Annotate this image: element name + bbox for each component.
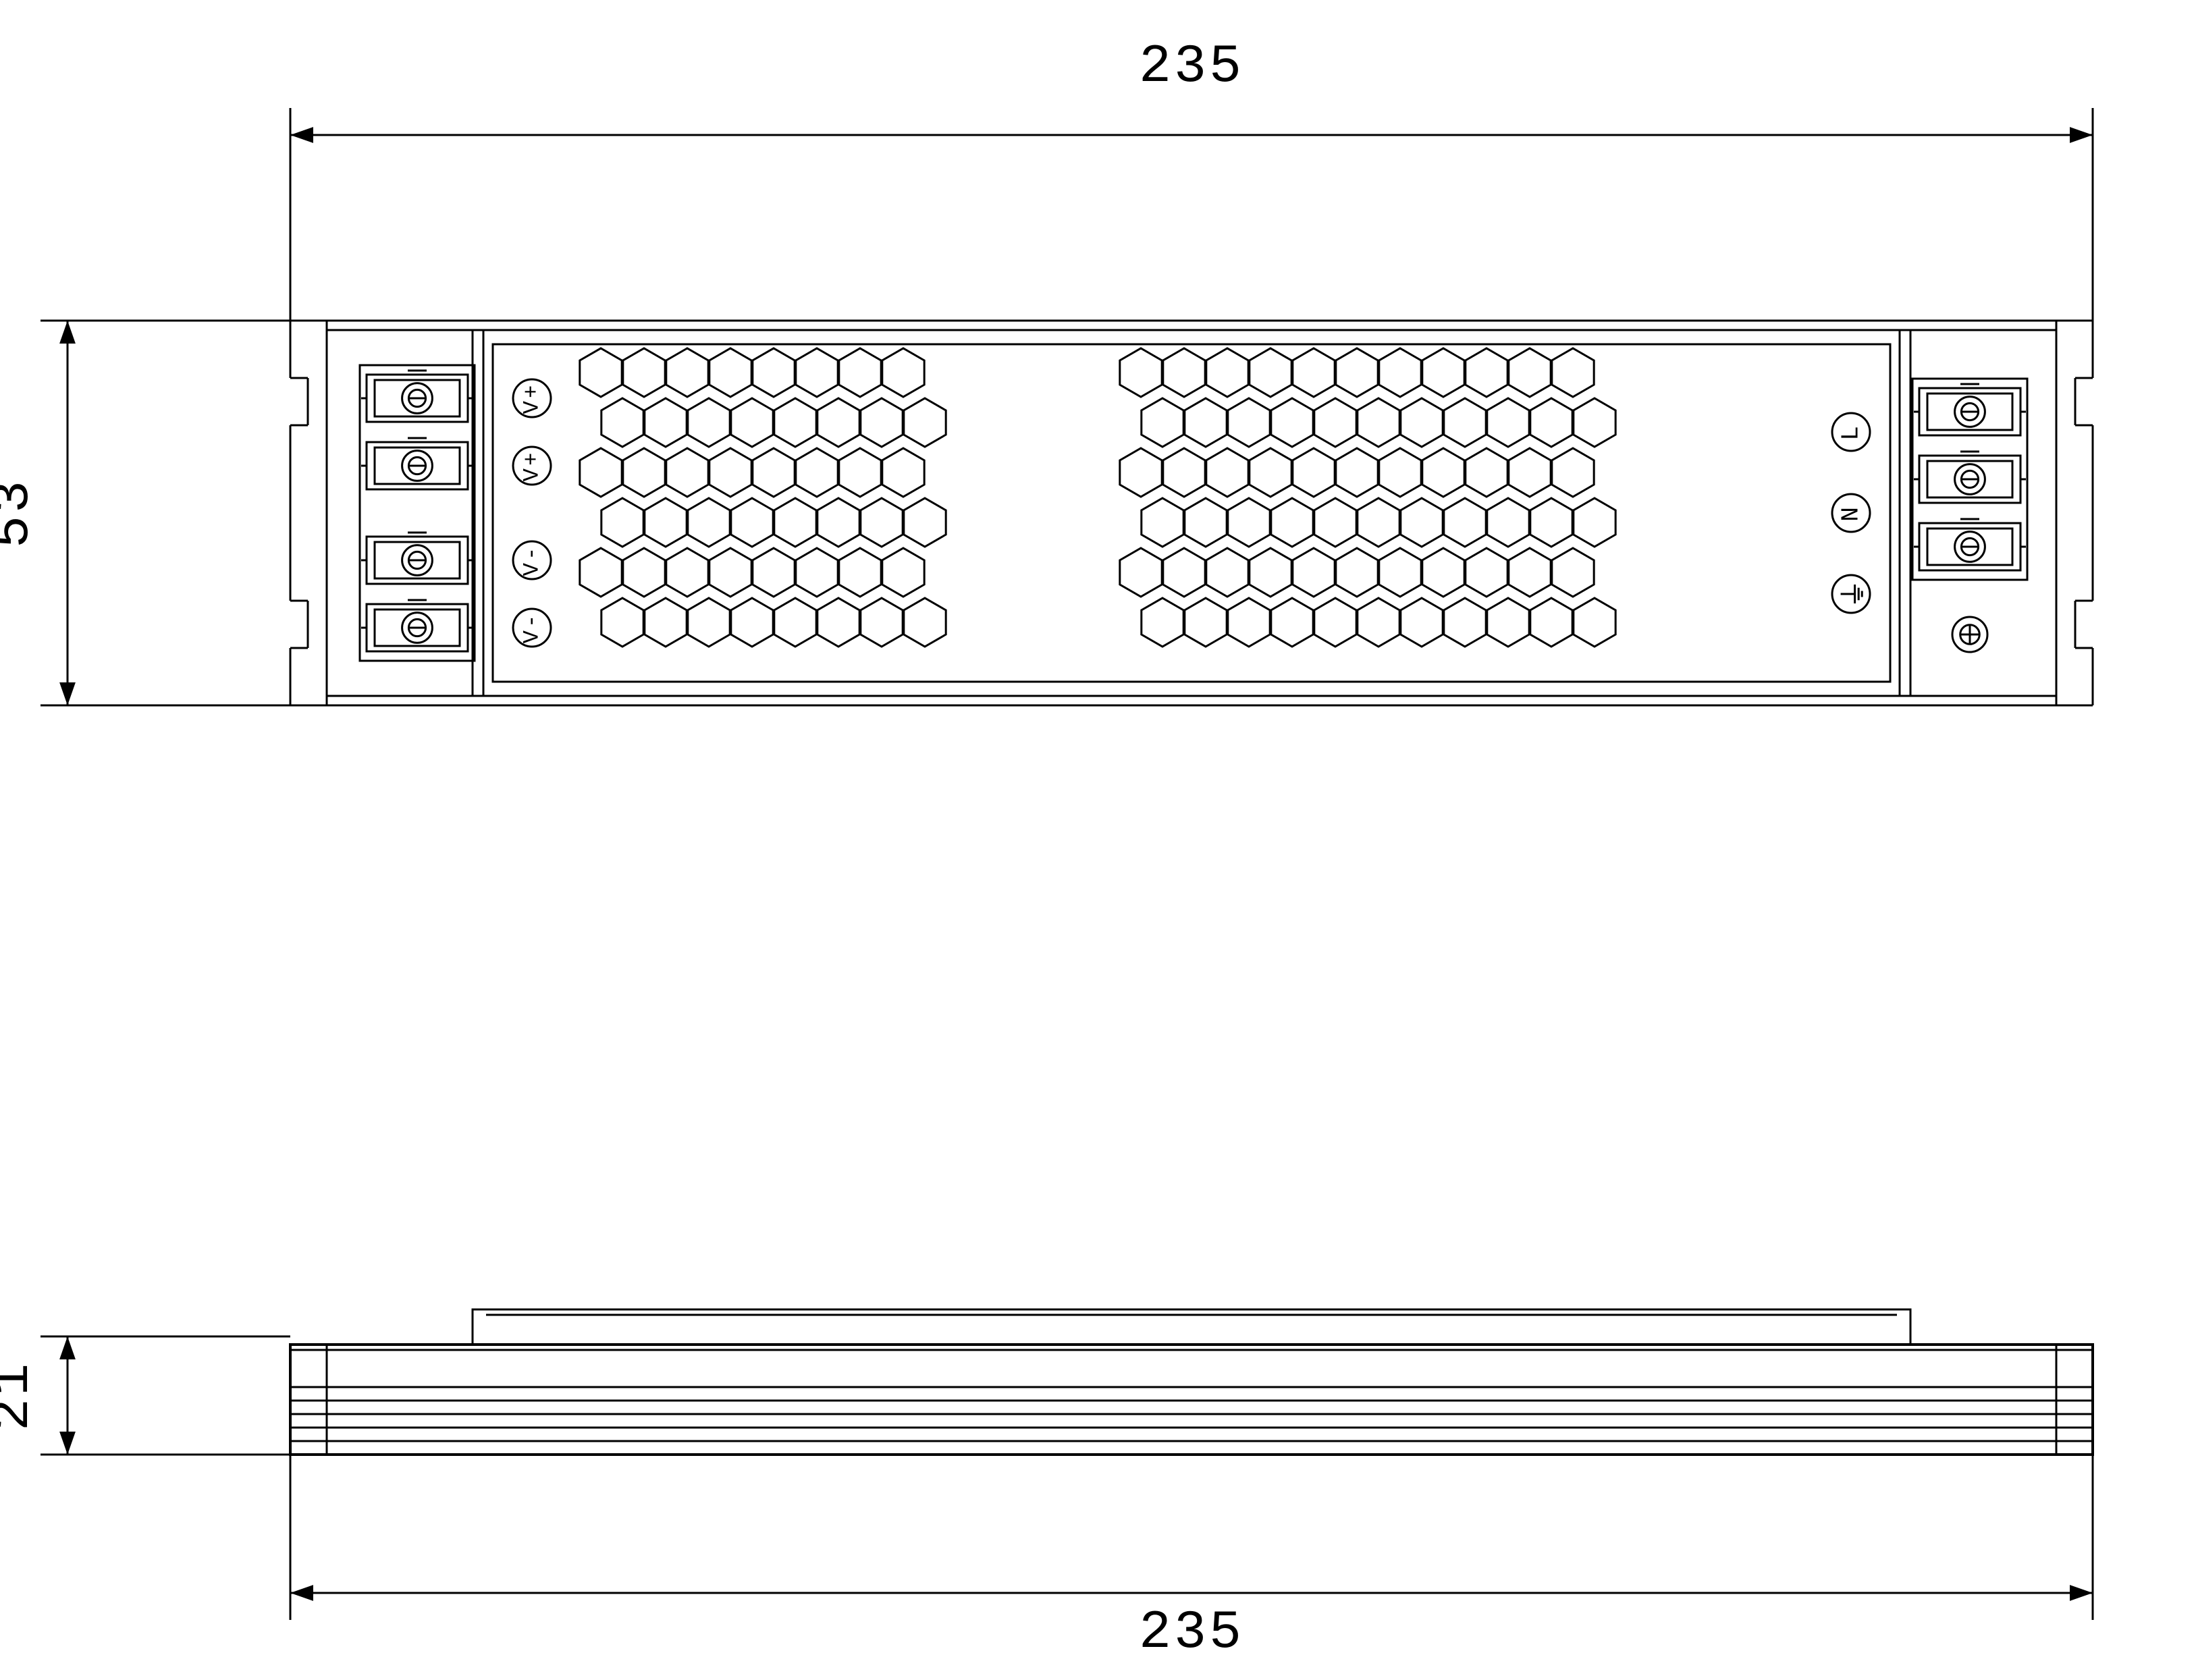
svg-text:21: 21 [0,1361,44,1431]
svg-text:235: 235 [1139,1602,1244,1664]
svg-text:V+: V+ [520,383,545,414]
svg-text:V-: V- [520,612,545,644]
svg-text:53: 53 [0,478,44,548]
svg-text:235: 235 [1139,36,1244,98]
svg-text:L: L [1838,423,1865,441]
svg-text:N: N [1838,504,1865,522]
svg-text:V+: V+ [520,450,545,482]
svg-text:V-: V- [520,545,545,576]
